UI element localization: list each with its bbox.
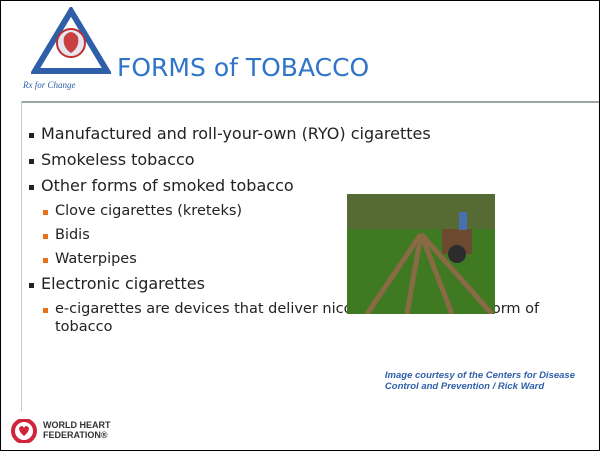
caption-line: Image courtesy of the Centers for Diseas… (385, 370, 575, 381)
footer-line: WORLD HEART (43, 420, 111, 430)
tobacco-photo (347, 194, 495, 314)
title-rule (22, 101, 599, 103)
whf-logo (11, 419, 39, 443)
footer-logo-text: WORLD HEART FEDERATION® (43, 420, 111, 440)
rx-logo (31, 7, 111, 83)
slide-title: FORMS of TOBACCO (117, 53, 369, 82)
bullet: Smokeless tobacco (29, 150, 589, 170)
left-rule (21, 101, 22, 411)
bullet: Manufactured and roll-your-own (RYO) cig… (29, 124, 589, 144)
bullet-list: Manufactured and roll-your-own (RYO) cig… (29, 124, 589, 342)
bullet: Other forms of smoked tobacco (29, 176, 589, 196)
slide: Rx for Change FORMS of TOBACCO Manufactu… (0, 0, 600, 451)
image-caption: Image courtesy of the Centers for Diseas… (385, 370, 575, 392)
logo-text: Rx for Change (23, 80, 76, 90)
caption-line: Control and Prevention / Rick Ward (385, 381, 575, 392)
bullet: Electronic cigarettes (29, 274, 589, 294)
footer-line: FEDERATION® (43, 430, 111, 440)
bullets: Manufactured and roll-your-own (RYO) cig… (29, 124, 589, 336)
